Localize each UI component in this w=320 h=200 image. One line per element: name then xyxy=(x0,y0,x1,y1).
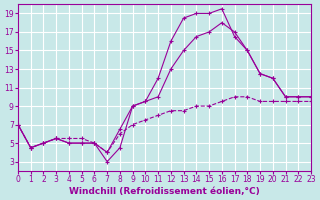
X-axis label: Windchill (Refroidissement éolien,°C): Windchill (Refroidissement éolien,°C) xyxy=(69,187,260,196)
